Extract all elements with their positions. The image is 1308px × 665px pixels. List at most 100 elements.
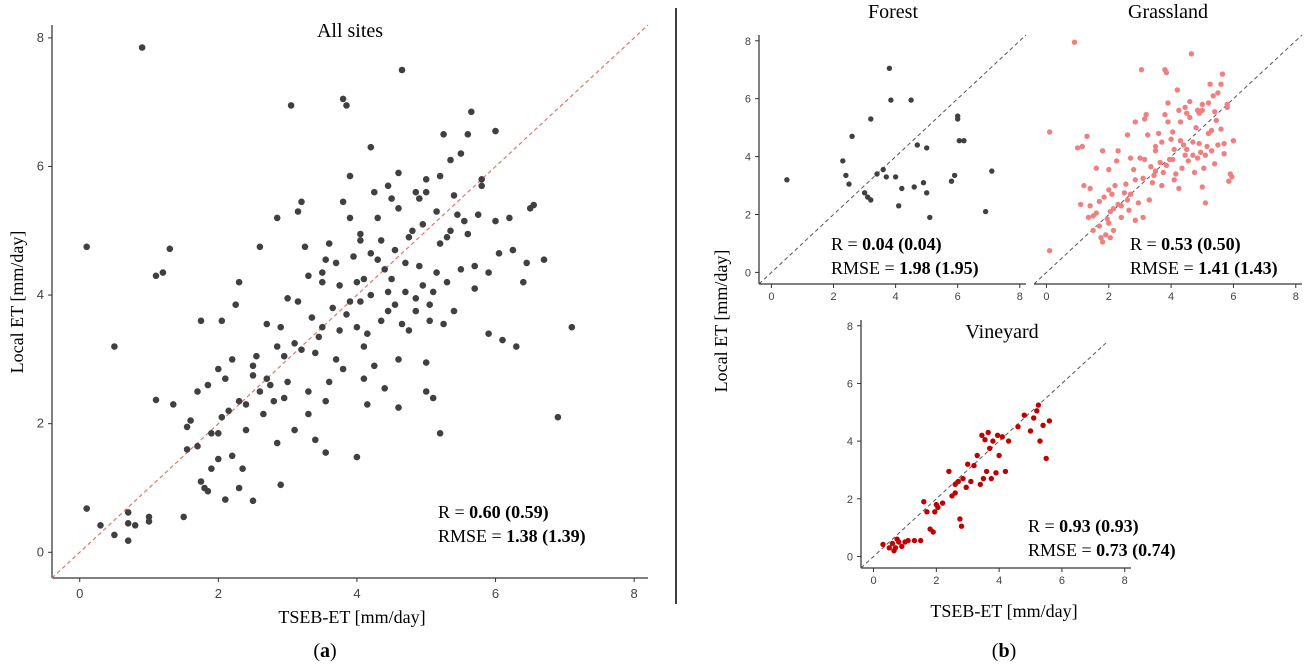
data-point xyxy=(422,388,430,395)
data-point xyxy=(377,237,385,244)
data-point xyxy=(784,177,790,183)
data-point xyxy=(985,429,991,436)
data-point xyxy=(1190,152,1196,158)
data-point xyxy=(412,307,420,315)
data-point xyxy=(305,388,312,395)
data-point xyxy=(952,490,958,496)
data-point xyxy=(874,171,880,177)
data-point xyxy=(461,217,468,225)
data-point xyxy=(464,131,472,138)
data-point xyxy=(1199,107,1206,114)
chart-title-grassland: Grassland xyxy=(1128,1,1208,23)
data-point xyxy=(443,233,451,241)
data-point xyxy=(145,518,153,525)
data-point xyxy=(436,240,444,247)
data-point xyxy=(1194,155,1201,161)
data-point xyxy=(530,201,537,209)
data-point xyxy=(371,362,378,370)
data-point xyxy=(360,343,368,350)
data-point xyxy=(260,410,267,418)
data-point xyxy=(1208,127,1215,134)
data-point xyxy=(1149,180,1156,186)
data-point xyxy=(471,262,479,270)
data-point xyxy=(896,203,902,209)
data-point xyxy=(298,198,305,206)
data-point xyxy=(1152,148,1159,154)
data-point xyxy=(325,378,333,386)
panel-label-b: (b) xyxy=(992,640,1016,662)
data-point xyxy=(322,449,330,456)
data-point xyxy=(249,372,257,379)
data-point xyxy=(1131,166,1137,173)
data-point xyxy=(454,211,461,218)
data-point xyxy=(1218,81,1224,87)
data-point xyxy=(520,278,527,286)
data-point xyxy=(367,143,375,151)
data-point xyxy=(1110,206,1117,212)
data-point xyxy=(346,298,354,305)
y-tick-label: 6 xyxy=(37,158,44,173)
data-point xyxy=(1132,177,1139,183)
data-point xyxy=(914,142,920,148)
rmse-stat-grassland: RMSE = 1.41 (1.43) xyxy=(1130,258,1278,279)
data-point xyxy=(956,138,962,144)
data-point xyxy=(888,97,894,103)
y-tick-label: 8 xyxy=(847,321,853,333)
data-point xyxy=(892,545,899,551)
data-point xyxy=(422,176,430,183)
data-point xyxy=(1198,149,1204,155)
data-point xyxy=(1043,455,1049,462)
data-point xyxy=(249,362,257,370)
data-point xyxy=(263,320,271,328)
data-point xyxy=(322,397,330,405)
x-tick-label: 2 xyxy=(1106,291,1112,303)
data-point xyxy=(364,401,371,408)
x-tick-label: 4 xyxy=(1168,291,1174,303)
data-point xyxy=(1071,39,1078,45)
data-point xyxy=(242,426,250,434)
chart-all-sites: All sites 0 2 4 6 8 0 2 4 6 8 TSEB-ET [mm/day] Lo… xyxy=(7,20,649,627)
data-point xyxy=(1031,415,1037,421)
data-point xyxy=(1081,182,1087,189)
data-point xyxy=(1037,438,1043,444)
chart-title-all: All sites xyxy=(317,20,383,42)
data-point xyxy=(367,250,375,257)
x-tick-label: 4 xyxy=(353,586,360,601)
data-point xyxy=(1221,151,1227,157)
x-tick-label: 4 xyxy=(996,575,1002,587)
data-point xyxy=(218,413,226,421)
data-point xyxy=(861,190,868,196)
data-point xyxy=(509,246,517,254)
data-point xyxy=(353,453,361,461)
data-point xyxy=(426,301,434,309)
data-point xyxy=(256,388,264,395)
data-point xyxy=(1137,155,1143,161)
data-point xyxy=(930,529,936,535)
data-point xyxy=(1168,136,1174,142)
data-point xyxy=(350,253,357,260)
data-point xyxy=(1177,138,1184,144)
data-point xyxy=(974,452,980,459)
data-point xyxy=(1106,166,1112,173)
data-point xyxy=(1132,217,1139,223)
data-point xyxy=(846,181,852,187)
data-point xyxy=(222,375,229,383)
data-point xyxy=(339,95,347,103)
data-point xyxy=(1190,139,1196,145)
data-point xyxy=(273,439,281,447)
data-point xyxy=(374,214,382,222)
data-point xyxy=(450,192,458,199)
data-point xyxy=(1113,158,1120,164)
one-to-one-line-forest xyxy=(758,34,1027,285)
x-tick-label: 0 xyxy=(768,291,774,303)
chart-forest: Forest 0 2 4 6 8 0 2 4 6 8 R = 0.04 (0.04) RMSE =… xyxy=(745,1,1027,303)
data-point xyxy=(1157,159,1163,166)
data-point xyxy=(440,131,447,138)
data-point xyxy=(843,172,849,179)
data-point xyxy=(412,295,420,302)
data-point xyxy=(457,150,465,157)
data-point xyxy=(1107,235,1114,241)
data-point xyxy=(183,446,191,453)
data-point xyxy=(977,481,983,488)
